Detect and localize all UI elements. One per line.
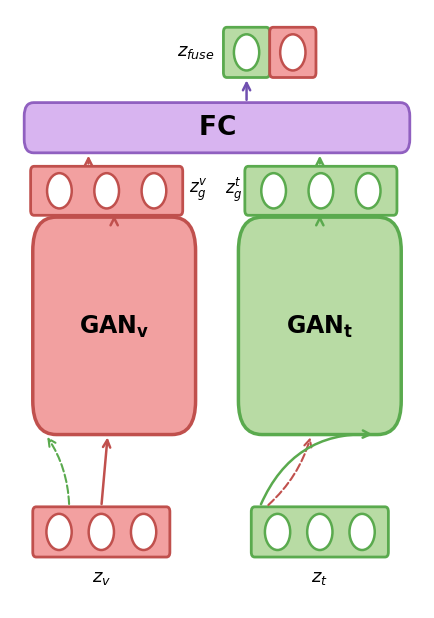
Circle shape <box>349 514 375 550</box>
Text: $\mathbf{GAN_t}$: $\mathbf{GAN_t}$ <box>286 315 353 341</box>
FancyBboxPatch shape <box>270 27 316 77</box>
Text: $z_t$: $z_t$ <box>312 569 328 586</box>
FancyBboxPatch shape <box>251 507 388 557</box>
Circle shape <box>89 514 114 550</box>
Text: $z_g^v$: $z_g^v$ <box>189 177 208 203</box>
Text: $z_{fuse}$: $z_{fuse}$ <box>177 43 215 61</box>
Circle shape <box>234 35 259 70</box>
FancyBboxPatch shape <box>224 27 270 77</box>
Circle shape <box>94 173 119 208</box>
Circle shape <box>141 173 166 208</box>
FancyBboxPatch shape <box>238 217 401 434</box>
Circle shape <box>280 35 306 70</box>
Text: $z_v$: $z_v$ <box>92 569 111 586</box>
FancyBboxPatch shape <box>31 166 183 215</box>
FancyBboxPatch shape <box>245 166 397 215</box>
FancyArrowPatch shape <box>261 431 370 504</box>
Circle shape <box>309 173 333 208</box>
FancyBboxPatch shape <box>33 217 196 434</box>
Circle shape <box>265 514 290 550</box>
Circle shape <box>261 173 286 208</box>
Text: $\mathbf{GAN_v}$: $\mathbf{GAN_v}$ <box>79 315 149 341</box>
Text: $z_g^t$: $z_g^t$ <box>225 176 243 204</box>
FancyBboxPatch shape <box>24 103 410 153</box>
Circle shape <box>131 514 156 550</box>
Circle shape <box>47 173 72 208</box>
FancyArrowPatch shape <box>49 439 69 504</box>
FancyBboxPatch shape <box>33 507 170 557</box>
Circle shape <box>356 173 381 208</box>
Text: $\mathbf{FC}$: $\mathbf{FC}$ <box>198 115 236 141</box>
Circle shape <box>307 514 332 550</box>
FancyArrowPatch shape <box>268 439 311 505</box>
Circle shape <box>46 514 72 550</box>
